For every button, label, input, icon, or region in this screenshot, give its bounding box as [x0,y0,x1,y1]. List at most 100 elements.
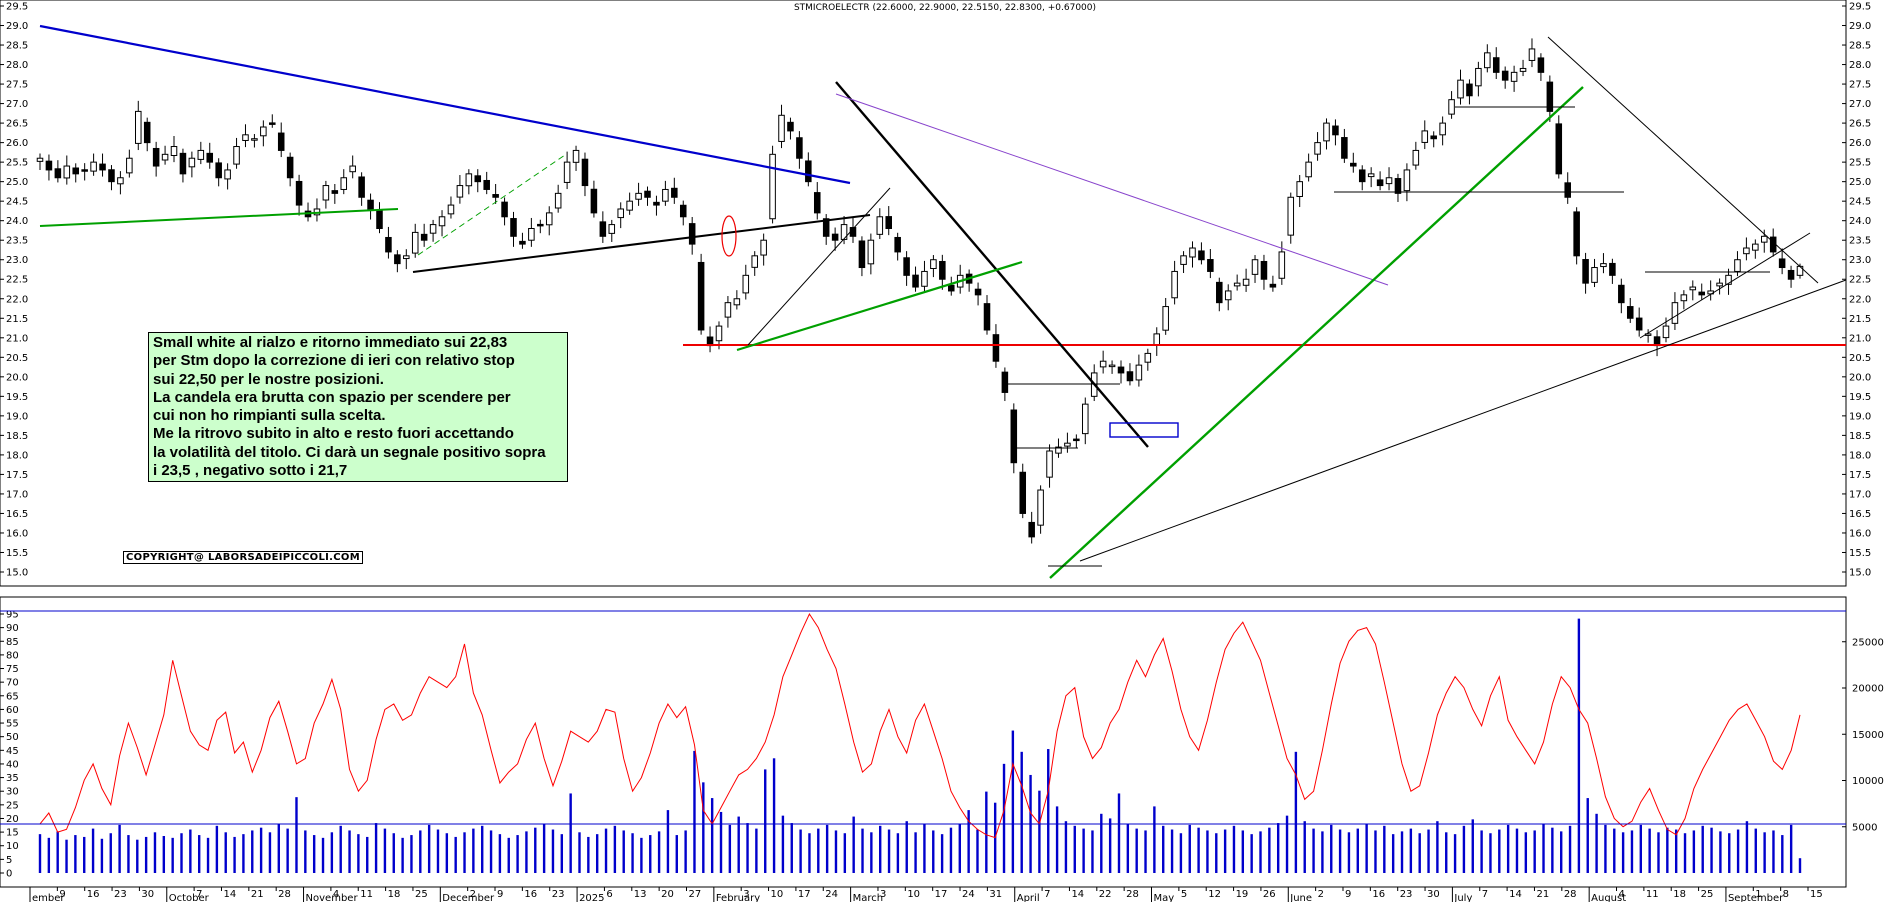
candle-down [1698,291,1705,296]
volume-bar [940,834,944,873]
month-label: May [1154,893,1175,902]
volume-bar [613,825,617,873]
volume-bar [772,758,776,873]
note-line: Me la ritrovo subito in alto e resto fuo… [153,425,514,443]
candle-up [1046,450,1053,478]
volume-bar [710,798,714,873]
candle-up [1144,352,1152,363]
candle-down [1546,81,1554,112]
candle-down [1430,135,1437,140]
volume-bar [1374,830,1377,873]
candle-up [126,157,133,174]
volume-bar [1250,834,1253,873]
purple-trendline [835,93,1389,286]
candle-down [653,201,660,206]
price-tick-label-right: 27.5 [1849,80,1871,91]
date-tick-label: 18 [1673,889,1686,900]
trendlines [39,24,1847,579]
volume-bar [852,816,855,873]
candle-up [1716,282,1723,287]
volume-bar [1188,824,1191,873]
volume-bar [1657,832,1660,873]
volume-bar [304,830,307,873]
date-tick-label: 18 [388,889,401,900]
candle-up [1224,290,1232,301]
rsi-tick-label: 80 [6,650,19,661]
candle-up [572,149,580,163]
volume-bar [1489,833,1492,873]
candle-up [456,185,464,198]
candle-down [1394,178,1402,194]
volume-bar [171,837,174,873]
candle-up [1519,67,1527,72]
candle-down [1618,284,1625,304]
candle-up [1135,364,1143,381]
candle-down [45,160,53,171]
candle-down [1787,269,1795,280]
date-tick-label: 9 [1345,889,1351,900]
price-tick-label-left: 26.5 [6,119,28,130]
volume-bar [374,823,378,873]
volume-bar [330,832,334,873]
price-tick-label-right: 29.5 [1849,2,1871,13]
month-label: September [1728,893,1784,902]
candle-down [1269,283,1277,288]
volume-bar [109,833,112,873]
volume-bar [1312,828,1315,873]
candle-up [1484,52,1491,69]
volume-bar [1462,825,1466,873]
green-trendline-march [736,260,1023,352]
volume-bar [560,834,564,873]
date-tick-label: 21 [1536,889,1549,900]
candle-down [1260,260,1268,280]
chart-title: STMICROELECTR (22.6000, 22.9000, 22.5150… [793,3,1097,13]
volume-bar [587,836,590,873]
candle-down [1609,262,1616,276]
volume-tick-label: 15000 [1852,730,1884,741]
candle-up [1323,122,1330,142]
candle-up [751,255,758,268]
black-trendline-triangle-lower [412,214,871,273]
thin-trendline-august [1639,232,1811,339]
volume-bar [525,831,528,873]
volume-bar [534,827,537,873]
green-trendline-uptrend [1049,86,1584,579]
volume-bar [666,810,670,873]
volume-bar [1117,793,1121,873]
volume-bar [825,824,829,873]
volume-bar [870,832,873,873]
candle-up [1064,442,1071,447]
volume-bar [366,836,369,873]
price-tick-label-right: 23.5 [1849,236,1871,247]
note-line: per Stm dopo la correzione di ieri con r… [153,352,515,370]
price-tick-label-left: 16.0 [6,528,28,539]
candle-down [1216,281,1223,304]
date-tick-label: 28 [278,889,291,900]
volume-bar [1179,833,1183,873]
price-tick-label-right: 25.0 [1849,177,1871,188]
rsi-tick-label: 5 [6,855,12,866]
candle-down [671,187,678,198]
rsi-tick-label: 10 [6,841,19,852]
candle-up [1725,274,1732,285]
date-tick-label: 23 [552,889,565,900]
candle-up [563,161,571,183]
candle-up [349,165,356,173]
volume-bar [56,831,59,873]
volume-bar [1436,821,1439,873]
candle-down [894,236,901,253]
note-line: la volatilità del titolo. Ci darà un seg… [153,443,546,461]
candle-down [787,121,794,132]
candle-up [438,216,446,227]
date-tick-label: 9 [59,889,65,900]
volume-bar [251,830,254,873]
candle-up [1439,122,1446,136]
candle-up [411,231,419,254]
candle-up [742,274,750,294]
volume-bar [1763,832,1766,873]
candle-up [251,138,258,141]
date-tick-label: 16 [524,889,537,900]
candle-down [1010,409,1018,464]
volume-bar [1020,751,1023,873]
volume-bar [1391,834,1395,873]
